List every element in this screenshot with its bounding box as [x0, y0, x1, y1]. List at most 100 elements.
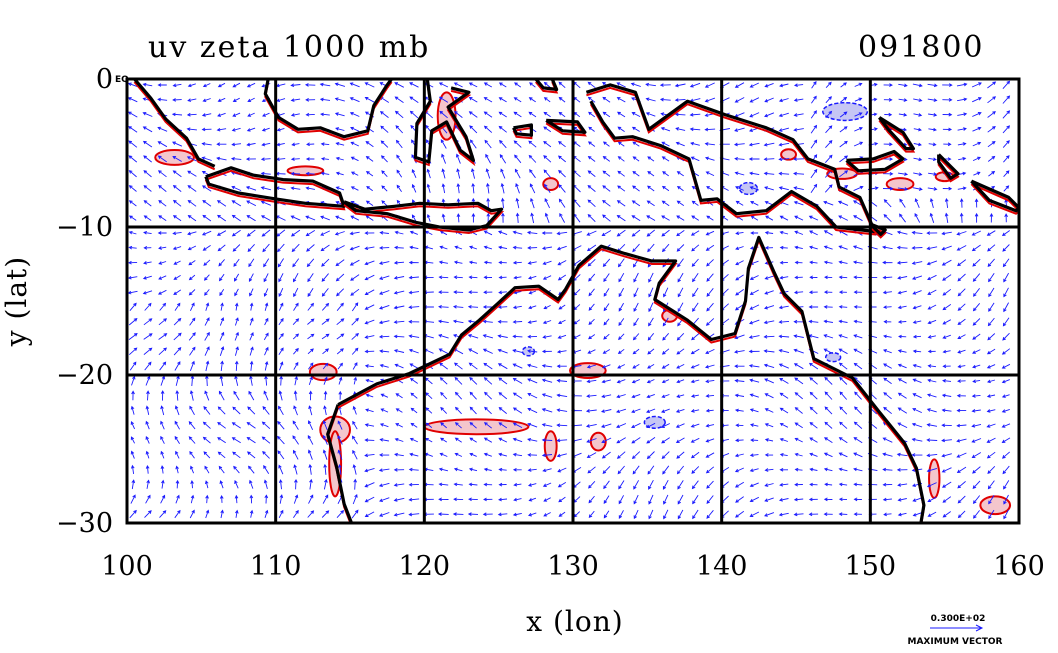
wind-vector-910 [278, 302, 284, 311]
wind-vector-1038 [393, 334, 405, 339]
wind-vector-965 [204, 317, 210, 326]
wind-vector-405 [793, 171, 805, 176]
wind-vector-1546 [809, 452, 818, 457]
wind-vector-582 [750, 215, 759, 221]
wind-vector-1678 [987, 480, 995, 490]
wind-vector-825 [794, 275, 803, 280]
wind-vector-1665 [794, 482, 803, 487]
wind-vector-1403 [469, 421, 477, 429]
wind-vector-406 [810, 168, 818, 179]
wind-vector-1236 [661, 379, 670, 384]
wind-vector-1222 [454, 376, 463, 385]
wind-vector-1645 [498, 482, 507, 487]
wind-vector-812 [603, 273, 610, 283]
wind-vector-603 [172, 231, 182, 236]
wind-vector-813 [618, 272, 625, 283]
wind-vector-543 [172, 215, 182, 222]
wind-vector-595 [944, 212, 949, 223]
wind-vector-1279 [410, 392, 418, 399]
wind-vector-933 [618, 302, 624, 312]
wind-vector-1471 [586, 438, 597, 443]
wind-vector-1438 [986, 423, 996, 428]
chart-title: uv zeta 1000 mb [148, 30, 430, 65]
wind-vector-1051 [588, 334, 596, 340]
wind-vector-1266 [218, 390, 225, 401]
wind-vector-1253 [912, 378, 922, 384]
wind-vector-26 [514, 82, 522, 88]
coast-contour-seram [545, 122, 587, 137]
wind-vector-1681 [145, 494, 151, 504]
wind-vector-1398 [395, 423, 404, 428]
wind-vector-1759 [408, 512, 420, 517]
wind-vector-1722 [749, 496, 760, 503]
wind-vector-1625 [204, 480, 209, 489]
wind-vector-1270 [278, 390, 283, 401]
wind-vector-571 [587, 214, 596, 223]
wind-vector-1711 [588, 495, 595, 504]
wind-vector-444 [485, 182, 490, 194]
wind-vector-671 [291, 243, 300, 253]
wind-vector-1641 [438, 482, 449, 487]
wind-vector-1663 [764, 483, 774, 487]
wind-vector-23 [468, 82, 478, 88]
wind-vector-321 [441, 153, 447, 164]
wind-vector-1578 [393, 468, 405, 472]
wind-vector-335 [647, 156, 655, 162]
wind-vector-440 [426, 183, 431, 193]
wind-vector-861 [438, 290, 449, 294]
wind-vector-1005 [793, 319, 804, 324]
wind-vector-158 [689, 113, 701, 117]
wind-vector-677 [379, 246, 390, 250]
wind-vector-1738 [988, 494, 995, 505]
wind-vector-1397 [379, 423, 389, 428]
wind-vector-1668 [838, 482, 848, 487]
wind-vector-27 [529, 82, 536, 88]
wind-vector-970 [278, 317, 284, 326]
wind-vector-565 [501, 212, 505, 223]
wind-vector-1343 [469, 406, 477, 415]
wind-vector-1429 [853, 421, 863, 429]
wind-vector-1056 [662, 333, 670, 341]
wind-vector-957 [972, 303, 981, 312]
wind-vector-847 [234, 288, 239, 297]
wind-vector-1340 [425, 407, 433, 414]
wind-vector-253 [320, 142, 330, 146]
wind-vector-1004 [778, 320, 790, 324]
wind-vector-138 [394, 110, 404, 119]
wind-vector-174 [928, 113, 938, 117]
wind-vector-465 [793, 186, 804, 191]
wind-vector-774 [926, 260, 938, 266]
wind-vector-1289 [556, 393, 568, 398]
wind-vector-86 [513, 97, 522, 103]
wind-vector-1229 [556, 378, 568, 383]
wind-vector-229 [854, 126, 863, 132]
wind-vector-1699 [408, 497, 420, 502]
wind-vector-534 [929, 197, 934, 209]
wind-vector-1752 [307, 510, 315, 518]
wind-vector-739 [408, 260, 419, 265]
wind-vector-977 [378, 320, 390, 325]
wind-vector-1166 [512, 363, 523, 369]
wind-vector-144 [483, 111, 493, 118]
wind-vector-1235 [646, 379, 655, 384]
wind-vector-1191 [883, 363, 892, 369]
wind-vector-52 [898, 83, 908, 88]
wind-vector-1695 [352, 493, 358, 505]
wind-vector-36 [659, 83, 671, 87]
wind-vector-11 [290, 83, 301, 88]
wind-vector-303 [172, 156, 182, 162]
wind-vector-1427 [824, 421, 833, 429]
wind-vector-730 [277, 258, 284, 268]
wind-vector-1338 [395, 408, 403, 413]
wind-vector-1202 [160, 375, 166, 386]
wind-vector-392 [602, 170, 611, 177]
wind-vector-796 [364, 274, 375, 281]
wind-vector-971 [292, 318, 300, 326]
wind-vector-1122 [748, 349, 760, 354]
wind-vector-249 [261, 142, 271, 147]
wind-vector-451 [587, 184, 596, 192]
wind-vector-1144 [189, 360, 195, 371]
wind-vector-1153 [322, 362, 329, 370]
wind-vector-870 [573, 288, 581, 296]
wind-vector-1401 [440, 422, 447, 429]
